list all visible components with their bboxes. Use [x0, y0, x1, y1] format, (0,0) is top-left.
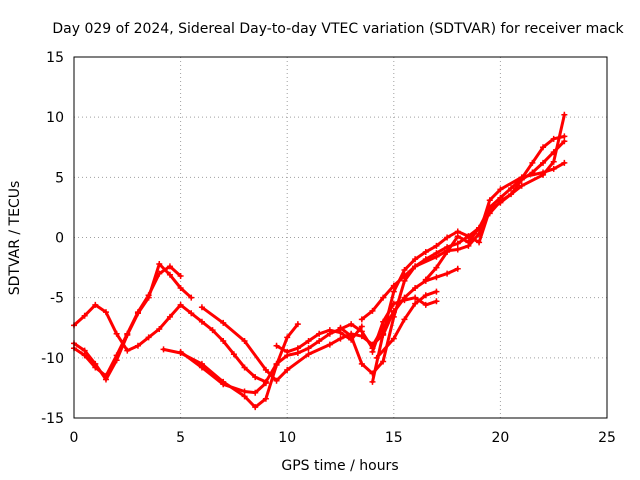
y-tick-label: 15	[46, 50, 64, 66]
y-tick-label: 5	[55, 170, 64, 186]
y-tick-label: -10	[41, 351, 64, 367]
y-tick-label: -15	[41, 411, 64, 427]
x-tick-label: 10	[278, 430, 296, 446]
x-axis-label: GPS time / hours	[281, 458, 398, 474]
y-axis-label: SDTVAR / TECUs	[7, 181, 23, 296]
data-series	[71, 112, 567, 410]
x-tick-label: 25	[598, 430, 616, 446]
x-tick-label: 5	[176, 430, 185, 446]
chart: Day 029 of 2024, Sidereal Day-to-day VTE…	[0, 0, 640, 480]
y-axis-ticks: -15 -10 -5 0 5 10 15	[41, 50, 64, 427]
y-tick-label: -5	[50, 291, 64, 307]
plot-frame	[74, 57, 607, 418]
x-tick-label: 0	[70, 430, 79, 446]
series-arc-h	[359, 138, 568, 322]
grid	[74, 57, 607, 418]
data-point	[561, 133, 567, 139]
chart-title: Day 029 of 2024, Sidereal Day-to-day VTE…	[52, 21, 624, 37]
series-arc-d	[161, 321, 301, 410]
data-point	[369, 379, 375, 385]
y-tick-label: 0	[55, 231, 64, 247]
data-point	[161, 346, 167, 352]
x-tick-label: 15	[385, 430, 403, 446]
y-tick-label: 10	[46, 110, 64, 126]
x-tick-label: 20	[491, 430, 509, 446]
x-axis-ticks: 0 5 10 15 20 25	[70, 430, 616, 446]
